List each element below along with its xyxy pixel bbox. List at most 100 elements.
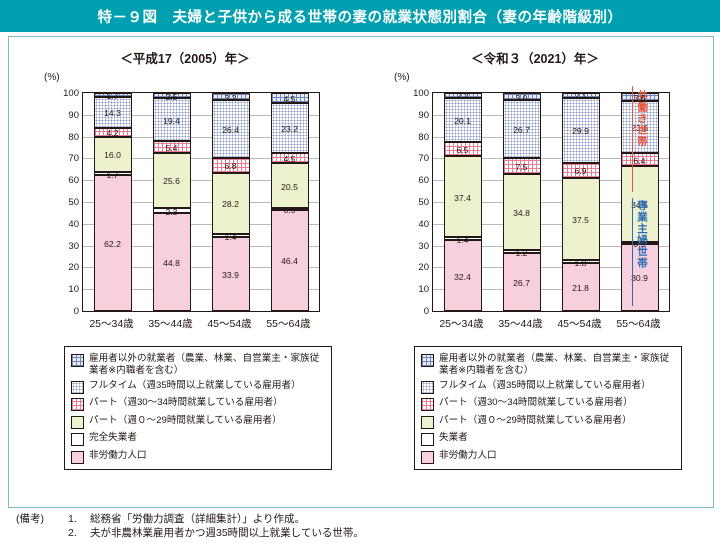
- bar-segment-value: 20.5: [281, 181, 298, 192]
- bar-segment-value: 6.5: [456, 144, 469, 155]
- bar-segment: 16.0: [93, 136, 132, 172]
- bar-segment: 32.4: [443, 240, 482, 311]
- legend-swatch: [421, 433, 434, 446]
- legend-swatch: [71, 415, 84, 429]
- bar-segment-value: 20.1: [454, 115, 471, 126]
- bar-segment: 6.5: [443, 141, 482, 156]
- bar-segment: 0.9: [270, 205, 309, 215]
- bar-segment: 34.5: [620, 166, 659, 242]
- bar-segment: 30.9: [620, 243, 659, 311]
- bar-segment: 6.9: [561, 162, 600, 178]
- legend-label: 非労働力人口: [89, 449, 147, 461]
- gridline: [83, 267, 319, 269]
- bar-segment: 4.2: [93, 127, 132, 138]
- x-axis-tick-label: 25～34歳: [89, 318, 134, 330]
- page-title: 特－９図 夫婦と子供から成る世帯の妻の就業状態別割合（妻の年齢階級別）: [97, 9, 623, 26]
- figure-title-bar: 特－９図 夫婦と子供から成る世帯の妻の就業状態別割合（妻の年齢階級別）: [0, 0, 720, 32]
- bar-segment-value: 23.6: [631, 122, 648, 133]
- gridline: [83, 114, 319, 116]
- bar-segment-value: 4.5: [283, 154, 296, 165]
- panel-2021-chart: 100 90 80 70 60 50 40 30 20 10 0 32.4 1.4 37.4 6.5 20.1…: [413, 86, 676, 330]
- bar-segment-value: 29.9: [572, 126, 589, 137]
- gridline: [433, 267, 669, 269]
- bar-segment-value: 3.6: [633, 93, 646, 104]
- bar-segment: 25.6: [152, 152, 191, 209]
- legend-label: 失業者: [439, 432, 468, 443]
- y-axis-tick-label: 80: [68, 131, 79, 143]
- legend-label: 雇用者以外の就業者（農業、林業、自営業主・家族従業者※内職者を含む）: [439, 353, 670, 376]
- legend-item: 雇用者以外の就業者（農業、林業、自営業主・家族従業者※内職者を含む）: [71, 353, 325, 376]
- bar-segment-value: 16.0: [104, 150, 121, 161]
- bar-segment: 33.9: [211, 237, 250, 311]
- bar-segment: 37.5: [561, 177, 600, 260]
- panel-2021-unit: (%): [394, 72, 410, 83]
- panel-2021-legend: 雇用者以外の就業者（農業、林業、自営業主・家族従業者※内職者を含む） フルタイム（…: [414, 346, 682, 470]
- bar-segment-value: 26.4: [222, 124, 239, 135]
- legend-swatch: [71, 380, 84, 394]
- stacked-bar: 21.8 1.8 37.5 6.9 29.9 2.1: [561, 91, 600, 311]
- y-axis-tick-label: 30: [68, 240, 79, 252]
- legend-item: パート（週０～29時間就業している雇用者）: [421, 415, 675, 429]
- bar-segment: 4.5: [270, 93, 309, 104]
- legend-swatch: [71, 354, 84, 367]
- legend-item: フルタイム（週35時間以上就業している雇用者）: [421, 380, 675, 394]
- y-axis-tick-label: 90: [68, 109, 79, 121]
- legend-item: パート（週０～29時間就業している雇用者）: [71, 415, 325, 429]
- y-axis-tick-label: 90: [418, 109, 429, 121]
- bar-segment-value: 44.8: [163, 258, 180, 269]
- legend-label: パート（週０～29時間就業している雇用者）: [89, 414, 282, 426]
- bar-segment-value: 46.4: [281, 256, 298, 267]
- y-axis-tick-label: 50: [68, 197, 79, 208]
- bar-segment-value: 26.7: [513, 277, 530, 288]
- bar-segment: 1.7: [93, 170, 132, 180]
- legend-item: パート（週30～34時間就業している雇用者）: [421, 397, 675, 411]
- bar-segment-value: 0.9: [283, 204, 296, 215]
- bar-segment: 14.3: [93, 96, 132, 128]
- legend-swatch: [421, 415, 434, 429]
- bar-segment: 26.4: [211, 100, 250, 158]
- bar-segment: 23.6: [620, 101, 659, 153]
- y-axis-tick-label: 40: [68, 218, 79, 230]
- legend-label: フルタイム（週35時間以上就業している雇用者）: [89, 379, 301, 391]
- bar-segment: 1.7: [93, 91, 132, 101]
- y-axis-tick-label: 70: [68, 153, 79, 165]
- bar-segment: 62.2: [93, 175, 132, 311]
- gridline: [433, 158, 669, 160]
- bar-segment: 37.4: [443, 155, 482, 238]
- bar-segment: 29.9: [561, 97, 600, 163]
- legend-label: 完全失業者: [89, 432, 137, 443]
- y-axis-tick-label: 10: [418, 284, 429, 296]
- bar-segment-value: 28.2: [222, 199, 239, 210]
- gridline: [433, 289, 669, 291]
- plot-area: 100 90 80 70 60 50 40 30 20 10 0 62.2 1.7 16.0 4.2 14.3…: [63, 89, 320, 316]
- bar-segment-value: 1.4: [224, 231, 237, 242]
- bar-segment-value: 21.8: [572, 283, 589, 294]
- bar-segment-value: 1.7: [106, 169, 119, 180]
- gridline: [433, 223, 669, 225]
- bar-segment: 34.8: [502, 174, 541, 251]
- bar-segment-value: 6.4: [633, 155, 646, 166]
- y-axis-tick-label: 0: [423, 306, 429, 317]
- bar-segment: 2.5: [152, 92, 191, 102]
- y-axis-tick-label: 100: [413, 88, 429, 99]
- y-axis-tick-label: 80: [418, 131, 429, 143]
- note-2-text: 夫が非農林業雇用者かつ週35時間以上就業している世帯。: [90, 527, 364, 539]
- bar-segment: 21.8: [561, 263, 600, 311]
- bar-segment-value: 2.1: [574, 91, 587, 102]
- bar-segment: 7.5: [502, 157, 541, 175]
- bar-segment: 6.8: [211, 157, 250, 173]
- bar-segment-value: 5.4: [165, 142, 178, 153]
- panel-2005: ＜平成17（2005）年＞ (%) 100 90 80 70 60 50 40 30 20 10 0…: [10, 36, 360, 506]
- gridline: [433, 202, 669, 203]
- legend-item: パート（週30～34時間就業している雇用者）: [71, 397, 325, 411]
- bar-segment: 1.4: [211, 232, 250, 242]
- legend-swatch: [421, 450, 434, 464]
- bar-segment: 26.7: [502, 252, 541, 311]
- bar-segment-value: 3.0: [515, 92, 528, 103]
- bar-segment-value: 6.9: [574, 166, 587, 177]
- legend-item: 失業者: [421, 432, 675, 446]
- y-axis-tick-label: 70: [418, 153, 429, 165]
- y-axis-tick-label: 60: [418, 175, 429, 187]
- bar-segment-value: 62.2: [104, 239, 121, 250]
